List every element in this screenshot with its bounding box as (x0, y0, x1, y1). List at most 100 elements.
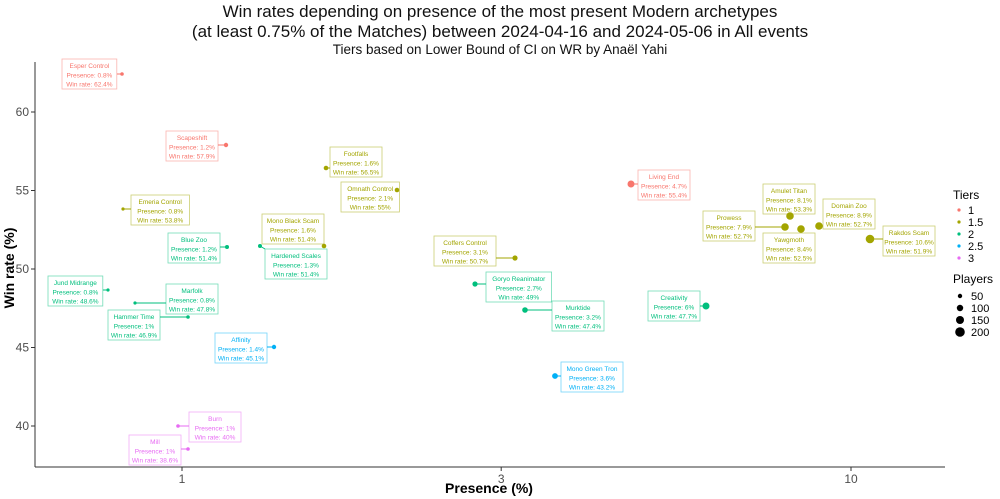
data-point[interactable] (121, 207, 125, 211)
point-label-winrate: Win rate: 51.9% (886, 249, 932, 256)
legend-size-swatch (955, 327, 965, 337)
data-point-group: Amulet Titan Presence: 8.1% Win rate: 53.3… (762, 183, 816, 220)
data-point-group: Burn Presence: 1% Win rate: 40% (176, 411, 242, 443)
data-point[interactable] (321, 243, 327, 249)
point-label-presence: Presence: 0.8% (137, 209, 183, 216)
point-label-presence: Presence: 1% (195, 426, 236, 433)
point-label-presence: Presence: 1% (114, 324, 155, 331)
data-point-group: Marfolk Presence: 0.8% Win rate: 47.8% (133, 283, 219, 315)
point-label-box (702, 210, 756, 242)
data-point[interactable] (186, 447, 190, 451)
y-tick-label: 45 (16, 341, 30, 355)
data-point[interactable] (271, 344, 277, 350)
data-point[interactable] (472, 281, 478, 287)
data-point[interactable] (552, 373, 558, 379)
point-label-name: Goryo Reanimator (492, 276, 546, 283)
data-point[interactable] (865, 234, 875, 244)
point-label-winrate: Win rate: 57.9% (169, 154, 215, 161)
y-axis-title: Win rate (%) (1, 228, 17, 309)
data-point[interactable] (176, 424, 180, 428)
point-label-name: Prowess (717, 215, 743, 222)
point-label-presence: Presence: 10.6% (884, 240, 934, 247)
point-label-presence: Presence: 8.1% (766, 198, 812, 205)
point-label-name: Footfalls (344, 151, 369, 158)
data-point[interactable] (522, 307, 528, 313)
point-label-box (165, 283, 219, 315)
y-tick-label: 60 (16, 105, 30, 119)
data-point[interactable] (797, 225, 805, 233)
data-point[interactable] (258, 244, 262, 248)
point-label-winrate: Win rate: 51.4% (273, 272, 319, 279)
point-label-box (128, 434, 182, 466)
data-point[interactable] (133, 301, 137, 305)
data-point[interactable] (702, 302, 710, 310)
legend-tier-swatch (957, 232, 961, 236)
point-label-winrate: Win rate: 47.8% (169, 307, 215, 314)
data-point-group: Blue Zoo Presence: 1.2% Win rate: 51.4% (167, 232, 229, 264)
data-point[interactable] (786, 212, 794, 220)
legend-tier-swatch (957, 220, 961, 224)
legend-size-swatch (956, 316, 964, 324)
legend-tier-label: 2.5 (968, 241, 983, 253)
data-point[interactable] (186, 315, 190, 319)
point-label-presence: Presence: 8.4% (766, 247, 812, 254)
data-point[interactable] (225, 245, 229, 249)
point-label-name: Esper Control (70, 63, 110, 70)
point-label-presence: Presence: 1.3% (273, 263, 319, 270)
legend-tier-swatch (957, 256, 961, 260)
data-point-group: Creativity Presence: 6% Win rate: 47.7% (647, 290, 710, 322)
data-point[interactable] (394, 187, 400, 193)
point-label-presence: Presence: 2.7% (496, 286, 542, 293)
point-label-presence: Presence: 1.6% (333, 161, 379, 168)
data-point[interactable] (120, 72, 124, 76)
data-point[interactable] (781, 223, 789, 231)
legend-tiers-items: 11.522.53 (957, 205, 983, 265)
data-point[interactable] (627, 180, 635, 188)
point-label-box (130, 194, 190, 226)
legend-size-swatch (956, 304, 964, 312)
point-label-presence: Presence: 8.9% (826, 213, 872, 220)
legend-tier-label: 1 (968, 205, 974, 217)
x-tick-label: 3 (498, 472, 505, 486)
legend-tier-label: 1.5 (968, 217, 983, 229)
point-label-box (485, 271, 552, 303)
point-label-box (165, 130, 219, 162)
data-point-group: Murktide Presence: 3.2% Win rate: 47.4% (522, 300, 605, 332)
data-point[interactable] (512, 255, 518, 261)
data-point[interactable] (323, 165, 329, 171)
data-point-group: Coffers Control Presence: 3.1% Win rate: 5… (433, 235, 518, 267)
point-label-presence: Presence: 0.8% (169, 298, 215, 305)
point-label-box (107, 309, 161, 341)
data-point-group: Mono Green Tron Presence: 3.6% Win rate: 4… (552, 361, 624, 393)
data-point-group: Mono Black Scam Presence: 1.6% Win rate: 5… (261, 213, 327, 249)
point-label-name: Mono Black Scam (267, 218, 319, 225)
legend-size-swatch (957, 293, 963, 299)
data-point[interactable] (815, 222, 823, 230)
data-point[interactable] (106, 288, 110, 292)
point-label-winrate: Win rate: 50.7% (442, 259, 488, 266)
data-point[interactable] (223, 142, 229, 148)
point-label-winrate: Win rate: 47.4% (555, 324, 601, 331)
point-label-name: Mill (150, 439, 160, 446)
point-label-winrate: Win rate: 49% (498, 295, 539, 302)
point-label-winrate: Win rate: 55.4% (641, 193, 687, 200)
data-point-group: Esper Control Presence: 0.8% Win rate: 62.… (61, 58, 124, 90)
data-point-group: Footfalls Presence: 1.6% Win rate: 56.5% (323, 146, 383, 178)
point-label-box (560, 361, 624, 393)
point-label-winrate: Win rate: 48.6% (52, 299, 98, 306)
data-point-group: Mill Presence: 1% Win rate: 38.6% (128, 434, 190, 466)
point-label-box (61, 58, 118, 90)
point-label-presence: Presence: 6% (654, 305, 695, 312)
data-point-group: Hammer Time Presence: 1% Win rate: 46.9% (107, 309, 190, 341)
chart-title-line-2: (at least 0.75% of the Matches) between … (191, 22, 809, 41)
point-label-name: Omnath Control (347, 186, 393, 193)
point-label-name: Creativity (660, 295, 688, 302)
y-axis-ticks: 40 45 50 55 60 (16, 105, 35, 433)
point-label-winrate: Win rate: 46.9% (111, 333, 157, 340)
point-label-winrate: Win rate: 47.7% (651, 314, 697, 321)
chart-subtitle: Tiers based on Lower Bound of CI on WR b… (332, 42, 668, 57)
data-points: Esper Control Presence: 0.8% Win rate: 62.… (47, 58, 936, 466)
point-label-box (647, 290, 701, 322)
